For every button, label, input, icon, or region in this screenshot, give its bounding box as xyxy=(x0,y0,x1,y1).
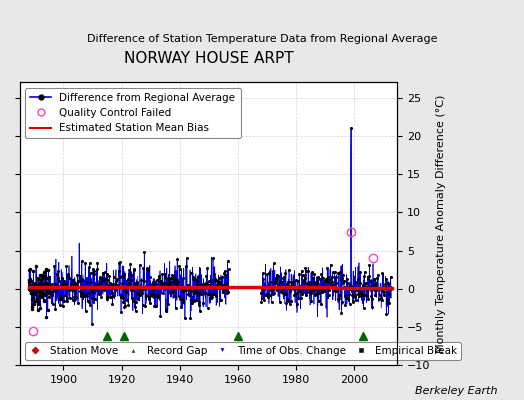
Legend: Station Move, Record Gap, Time of Obs. Change, Empirical Break: Station Move, Record Gap, Time of Obs. C… xyxy=(25,342,462,360)
Text: Difference of Station Temperature Data from Regional Average: Difference of Station Temperature Data f… xyxy=(87,34,437,44)
Title: NORWAY HOUSE ARPT: NORWAY HOUSE ARPT xyxy=(124,51,293,66)
Text: Berkeley Earth: Berkeley Earth xyxy=(416,386,498,396)
Y-axis label: Monthly Temperature Anomaly Difference (°C): Monthly Temperature Anomaly Difference (… xyxy=(436,95,446,353)
